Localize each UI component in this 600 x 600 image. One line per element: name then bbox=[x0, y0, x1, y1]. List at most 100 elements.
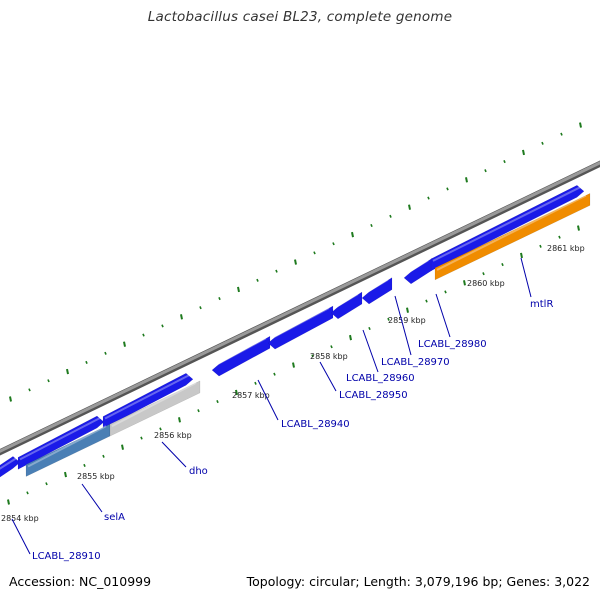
minor-tick bbox=[273, 372, 276, 376]
minor-tick bbox=[501, 263, 504, 267]
gene-arrow-forward[interactable] bbox=[211, 335, 271, 377]
tick-label: 2854 kbp bbox=[1, 514, 39, 523]
gene-leader-line bbox=[435, 293, 451, 338]
minor-tick bbox=[161, 324, 164, 328]
minor-tick bbox=[159, 427, 162, 431]
minor-tick bbox=[370, 223, 373, 228]
major-tick bbox=[64, 471, 67, 478]
outer-tick-row bbox=[9, 122, 582, 402]
tick-label: 2860 kbp bbox=[467, 279, 505, 288]
major-tick bbox=[7, 499, 10, 505]
major-tick bbox=[522, 149, 525, 156]
gene-leader-line bbox=[394, 295, 412, 356]
major-tick bbox=[294, 259, 297, 265]
gene-label[interactable]: selA bbox=[104, 512, 125, 523]
major-tick bbox=[292, 362, 295, 368]
major-tick bbox=[121, 444, 124, 450]
gene-label[interactable]: LCABL_28950 bbox=[339, 390, 408, 401]
gene-leader-line bbox=[257, 379, 279, 421]
gene-label[interactable]: LCABL_28940 bbox=[281, 419, 350, 430]
gene-label[interactable]: dho bbox=[189, 466, 208, 477]
minor-tick bbox=[102, 454, 105, 458]
major-tick bbox=[66, 368, 69, 375]
gene-leader-line bbox=[319, 361, 337, 392]
minor-tick bbox=[313, 251, 316, 255]
minor-tick bbox=[503, 160, 506, 164]
gene-label[interactable]: LCABL_28980 bbox=[418, 339, 487, 350]
minor-tick bbox=[446, 187, 449, 191]
minor-tick bbox=[140, 436, 143, 440]
major-tick bbox=[465, 177, 468, 183]
gene-label[interactable]: LCABL_28910 bbox=[32, 551, 101, 562]
genome-stats-text: Topology: circular; Length: 3,079,196 bp… bbox=[246, 574, 590, 589]
minor-tick bbox=[330, 345, 333, 349]
gene-label[interactable]: mtlR bbox=[530, 299, 553, 310]
gene-arrow-forward[interactable] bbox=[267, 305, 334, 350]
gene-leader-line bbox=[362, 329, 379, 373]
gene-leader-line bbox=[520, 257, 532, 298]
genome-title: Lactobacillus casei BL23, complete genom… bbox=[147, 9, 453, 25]
gene-arrow-forward[interactable] bbox=[430, 185, 585, 272]
gene-leader-line bbox=[161, 441, 187, 468]
minor-tick bbox=[83, 463, 86, 468]
major-tick bbox=[237, 286, 240, 293]
gene-arrow-forward[interactable] bbox=[102, 372, 194, 429]
genome-backbone-highlight bbox=[0, 161, 600, 453]
gene-arrow-forward[interactable] bbox=[330, 291, 363, 320]
major-tick bbox=[235, 389, 238, 396]
major-tick bbox=[577, 225, 580, 231]
minor-tick bbox=[218, 296, 221, 301]
minor-tick bbox=[254, 381, 257, 385]
gene-labels: LCABL_28910 selA dho LCABL_28940 LCABL_28950… bbox=[11, 257, 553, 562]
tick-label: 2858 kbp bbox=[310, 352, 348, 361]
gene-leader-line bbox=[11, 518, 31, 555]
major-tick bbox=[178, 417, 181, 423]
major-tick bbox=[349, 334, 352, 341]
tick-labels: 2854 kbp 2855 kbp 2856 kbp 2857 kbp 2858 kbp… bbox=[1, 244, 585, 523]
minor-tick bbox=[199, 306, 202, 310]
minor-tick bbox=[26, 491, 29, 495]
gene-label[interactable]: LCABL_28970 bbox=[381, 357, 450, 368]
gene-label[interactable]: LCABL_28960 bbox=[346, 373, 415, 384]
minor-tick bbox=[560, 132, 563, 136]
tick-label: 2861 kbp bbox=[547, 244, 585, 253]
minor-tick bbox=[85, 360, 88, 365]
gene-arrow-dho[interactable] bbox=[109, 380, 201, 437]
minor-tick bbox=[256, 278, 259, 282]
major-tick bbox=[579, 122, 582, 128]
minor-tick bbox=[541, 141, 544, 145]
minor-tick bbox=[389, 214, 392, 218]
major-tick bbox=[406, 307, 409, 313]
minor-tick bbox=[425, 299, 428, 303]
accession-text: Accession: NC_010999 bbox=[9, 574, 152, 589]
minor-tick bbox=[482, 272, 485, 276]
gene-arrow-forward[interactable] bbox=[0, 456, 21, 480]
minor-tick bbox=[387, 317, 390, 321]
tick-label: 2859 kbp bbox=[388, 316, 426, 325]
gene-arrow-forward[interactable] bbox=[17, 415, 105, 470]
minor-tick bbox=[539, 244, 542, 248]
minor-tick bbox=[142, 333, 145, 337]
minor-tick bbox=[275, 269, 278, 273]
gene-leader-line bbox=[81, 483, 103, 513]
minor-tick bbox=[311, 354, 314, 358]
minor-tick bbox=[427, 196, 430, 200]
major-tick bbox=[463, 280, 466, 286]
inner-tick-row bbox=[7, 225, 580, 505]
gene-arrow-forward[interactable] bbox=[361, 277, 393, 305]
major-tick bbox=[9, 396, 12, 402]
major-tick bbox=[123, 341, 126, 347]
minor-tick bbox=[47, 379, 50, 383]
minor-tick bbox=[28, 388, 31, 392]
minor-tick bbox=[558, 235, 561, 239]
minor-tick bbox=[484, 169, 487, 173]
minor-tick bbox=[197, 409, 200, 413]
minor-tick bbox=[216, 399, 219, 404]
major-tick bbox=[180, 314, 183, 320]
gene-arrow-forward[interactable] bbox=[403, 257, 433, 285]
gene-arrow-mtlR[interactable] bbox=[434, 193, 591, 281]
minor-tick bbox=[368, 326, 371, 331]
minor-tick bbox=[444, 290, 447, 294]
major-tick bbox=[408, 204, 411, 210]
